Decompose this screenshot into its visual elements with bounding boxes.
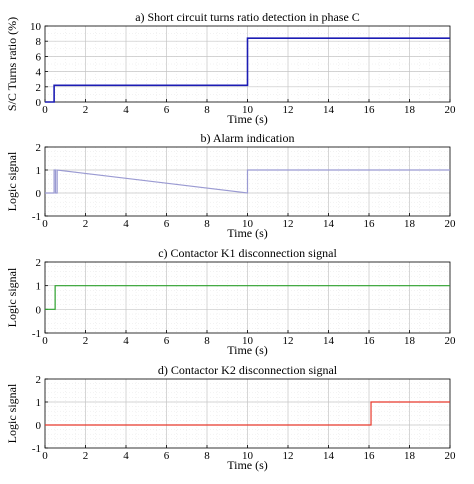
chart-4-y-tick-label: -1 (32, 443, 41, 455)
chart-4-y-axis-label: Logic signal (5, 383, 19, 443)
chart-3-y-tick-label: 0 (36, 304, 42, 316)
chart-2-x-tick-label: 8 (204, 218, 210, 230)
chart-1-y-tick-label: 2 (36, 82, 42, 94)
chart-2-x-tick-label: 4 (123, 218, 129, 230)
chart-4-x-tick-label: 4 (123, 450, 129, 462)
chart-2-y-axis-label: Logic signal (5, 151, 19, 211)
chart-2-y-tick-label: 2 (36, 142, 42, 154)
chart-2-series-line-1 (45, 169, 450, 194)
chart-1-y-tick-label: 0 (36, 97, 42, 109)
chart-3-x-tick-label: 6 (164, 335, 170, 347)
chart-4-x-tick-label: 6 (164, 450, 170, 462)
chart-4-y-tick-label: 0 (36, 420, 42, 432)
chart-2-x-tick-label: 12 (283, 218, 294, 230)
chart-2-x-tick-label: 6 (164, 218, 170, 230)
chart-4-x-tick-label: 12 (283, 450, 294, 462)
chart-2-y-tick-label: 0 (36, 188, 42, 200)
chart-1-x-tick-label: 0 (42, 104, 48, 116)
chart-1-x-tick-label: 20 (445, 104, 457, 116)
chart-4-x-tick-label: 10 (242, 450, 254, 462)
chart-3-x-tick-label: 20 (445, 335, 457, 347)
chart-1-y-axis-label: S/C Turns ratio (%) (5, 17, 19, 111)
chart-3-y-tick-label: -1 (32, 328, 41, 340)
chart-2-title: b) Alarm indication (201, 131, 295, 145)
chart-4-x-tick-label: 2 (83, 450, 89, 462)
chart-3-title: c) Contactor K1 disconnection signal (158, 246, 337, 260)
chart-3-x-tick-label: 14 (323, 335, 335, 347)
chart-2-x-tick-label: 18 (404, 218, 416, 230)
chart-1-x-tick-label: 6 (164, 104, 170, 116)
chart-1-x-tick-label: 10 (242, 104, 254, 116)
chart-3-x-tick-label: 2 (83, 335, 89, 347)
chart-3-x-tick-label: 0 (42, 335, 48, 347)
chart-3-x-tick-label: 16 (364, 335, 376, 347)
chart-4-x-tick-label: 20 (445, 450, 457, 462)
chart-3-x-axis-label: Time (s) (227, 343, 268, 357)
chart-2-y-tick-label: -1 (32, 211, 41, 223)
chart-4-series-line-1 (45, 401, 450, 426)
chart-3-y-tick-label: 2 (36, 257, 42, 269)
chart-2-x-axis-label: Time (s) (227, 226, 268, 240)
chart-1-series-line-1 (45, 37, 450, 103)
chart-4-x-tick-label: 0 (42, 450, 48, 462)
chart-4-x-tick-label: 18 (404, 450, 416, 462)
chart-4-title: d) Contactor K2 disconnection signal (158, 363, 338, 377)
chart-4-y-tick-label: 2 (36, 374, 42, 386)
chart-2-x-tick-label: 20 (445, 218, 457, 230)
chart-1-x-tick-label: 14 (323, 104, 335, 116)
chart-2-x-tick-label: 2 (83, 218, 89, 230)
chart-1-y-tick-label: 8 (36, 36, 42, 48)
chart-3-series-line-1 (45, 285, 450, 310)
chart-3-y-tick-label: 1 (36, 281, 42, 293)
chart-2-x-tick-label: 0 (42, 218, 48, 230)
chart-1-x-tick-label: 18 (404, 104, 416, 116)
chart-1-y-tick-label: 4 (36, 67, 42, 79)
chart-3-x-tick-label: 8 (204, 335, 210, 347)
chart-3-x-tick-label: 18 (404, 335, 416, 347)
chart-1-x-tick-label: 16 (364, 104, 376, 116)
chart-3-x-tick-label: 12 (283, 335, 294, 347)
chart-4-x-axis-label: Time (s) (227, 458, 268, 472)
chart-4-x-tick-label: 8 (204, 450, 210, 462)
chart-1-y-tick-label: 6 (36, 51, 42, 63)
chart-3-x-tick-label: 10 (242, 335, 254, 347)
chart-2-x-tick-label: 14 (323, 218, 335, 230)
chart-1-x-axis-label: Time (s) (227, 112, 268, 126)
chart-4-x-tick-label: 14 (323, 450, 335, 462)
chart-1-x-tick-label: 12 (283, 104, 294, 116)
chart-2-x-tick-label: 16 (364, 218, 376, 230)
chart-2-x-tick-label: 10 (242, 218, 254, 230)
chart-1-x-tick-label: 8 (204, 104, 210, 116)
chart-1-x-tick-label: 2 (83, 104, 89, 116)
chart-1-title: a) Short circuit turns ratio detection i… (135, 10, 360, 24)
chart-4-x-tick-label: 16 (364, 450, 376, 462)
chart-1-x-tick-label: 4 (123, 104, 129, 116)
chart-3-y-axis-label: Logic signal (5, 267, 19, 327)
chart-3-x-tick-label: 4 (123, 335, 129, 347)
chart-1-y-tick-label: 10 (30, 21, 42, 33)
chart-2-y-tick-label: 1 (36, 165, 42, 177)
chart-4-y-tick-label: 1 (36, 397, 42, 409)
